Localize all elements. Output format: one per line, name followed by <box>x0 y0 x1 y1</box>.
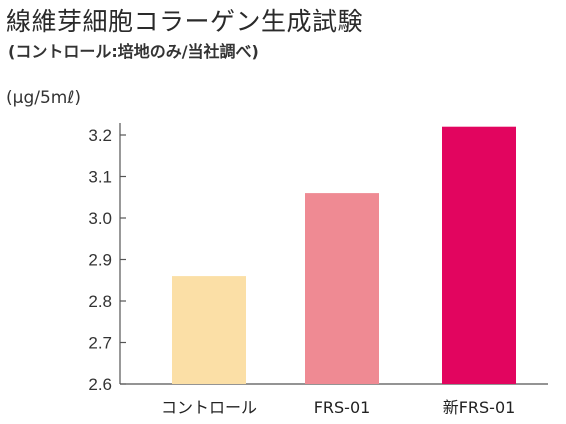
chart-subtitle: (コントロール:培地のみ/当社調べ) <box>8 42 259 61</box>
y-tick-label: 3.0 <box>88 209 112 228</box>
x-category-label: コントロール <box>161 398 257 417</box>
y-tick-label: 2.6 <box>88 375 112 394</box>
y-tick-label: 2.8 <box>88 292 112 311</box>
chart-labels: 2.6 2.7 2.8 2.9 3.0 3.1 3.2 コントロール FRS-01 新FRS-01 <box>88 126 515 417</box>
chart-title: 線維芽細胞コラーゲン生成試験 <box>6 7 364 36</box>
y-axis-unit-label: (μg/5mℓ) <box>6 88 81 108</box>
y-tick-label: 3.1 <box>88 168 112 187</box>
chart-bars <box>172 126 516 384</box>
x-category-label: 新FRS-01 <box>443 398 516 417</box>
x-category-label: FRS-01 <box>314 398 371 417</box>
y-tick-label: 2.9 <box>88 251 112 270</box>
bar-3 <box>442 126 516 384</box>
y-tick-label: 2.7 <box>88 334 112 353</box>
y-tick-label: 3.2 <box>88 126 112 145</box>
bar-1 <box>172 276 246 384</box>
bar-2 <box>305 193 379 384</box>
